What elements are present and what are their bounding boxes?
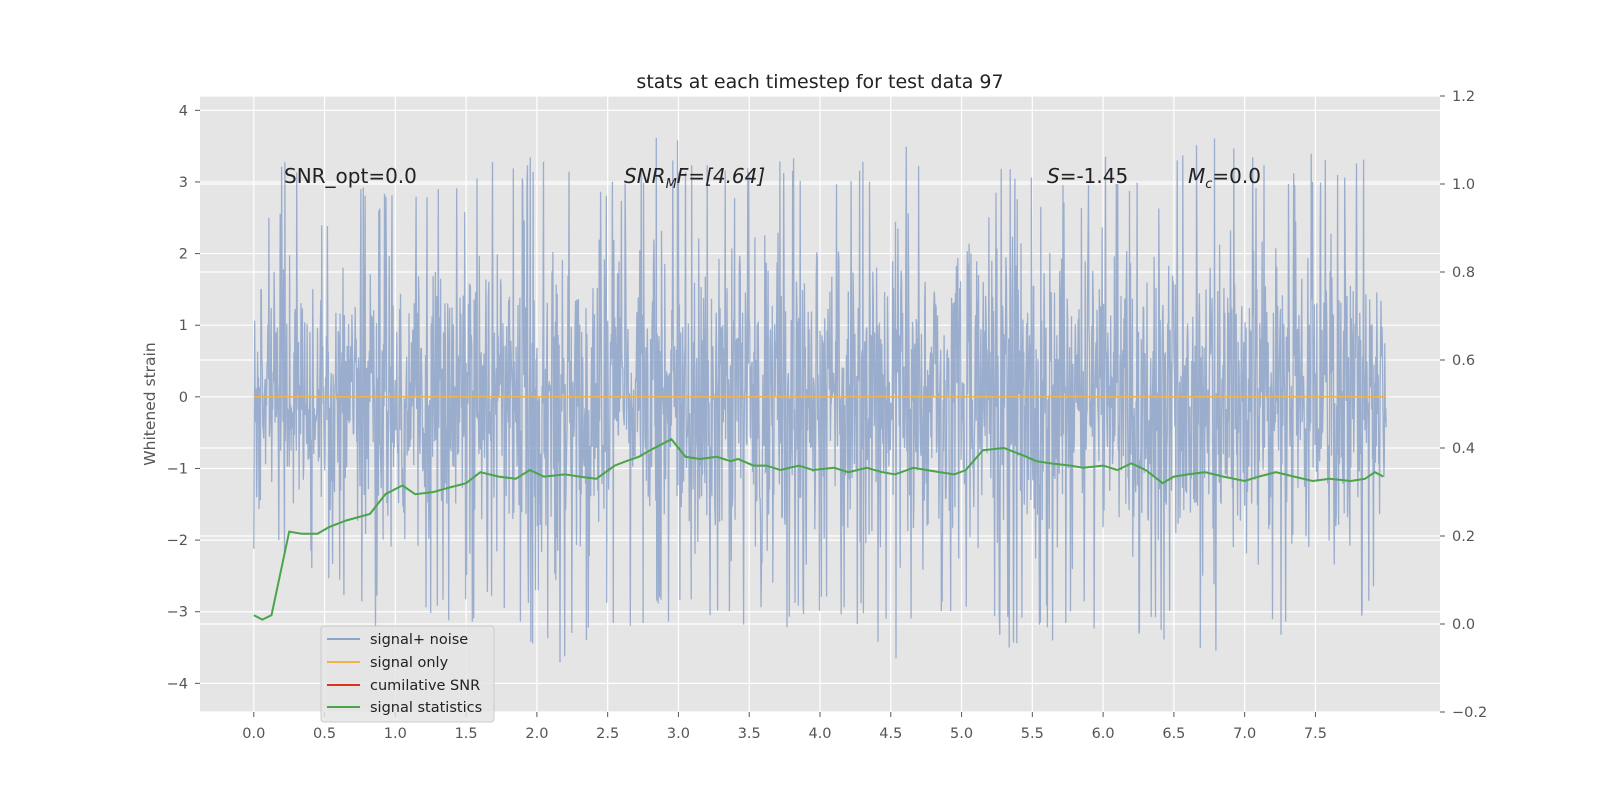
y-tick-label: 0 xyxy=(179,390,188,406)
signal-statistics-line xyxy=(253,437,1384,621)
x-tick-label: 5.0 xyxy=(950,726,973,742)
y2-tick-label: 0.2 xyxy=(1452,529,1475,545)
annotation-snr-mf: SNRMF=[4.64] xyxy=(624,164,765,192)
annotation-snr-mf-rest: F=[4.64] xyxy=(677,164,765,188)
y-tick-label: 4 xyxy=(179,103,188,119)
x-tick-label: 3.5 xyxy=(738,726,761,742)
x-tick-label: 4.5 xyxy=(879,726,902,742)
y2-tick-label: 0.6 xyxy=(1452,353,1475,369)
annotation-mc-main: M xyxy=(1188,164,1205,188)
legend-label-cumulative-snr: cumilative SNR xyxy=(370,678,480,694)
annotation-snr-opt: SNR_opt=0.0 xyxy=(284,164,417,188)
y-axis-label: Whitened strain xyxy=(141,342,159,465)
x-tick-label: 7.0 xyxy=(1233,726,1256,742)
y2-tick-label: −0.2 xyxy=(1452,705,1487,721)
chart-title: stats at each timestep for test data 97 xyxy=(636,71,1003,93)
x-tick-label: 6.0 xyxy=(1092,726,1115,742)
y-tick-label: 1 xyxy=(179,318,188,334)
annotation-mc-rest: =0.0 xyxy=(1212,164,1261,188)
axes: 0.0 0.5 1.0 1.5 2.0 2.5 3.0 3.5 4.0 4.5 5.0 5.5 6.0 6… xyxy=(167,89,1488,742)
y2-tick-label: 0.8 xyxy=(1452,265,1475,281)
x-tick-label: 0.0 xyxy=(242,726,265,742)
legend-label-signal-only: signal only xyxy=(370,655,449,671)
annotation-mc: Mc=0.0 xyxy=(1188,164,1261,192)
annotation-snr-mf-sub: M xyxy=(666,177,677,192)
x-tick-label: 4.0 xyxy=(808,726,831,742)
y-tick-label: 2 xyxy=(179,247,188,263)
x-tick-label: 3.0 xyxy=(667,726,690,742)
legend-label-signal-noise: signal+ noise xyxy=(370,632,468,648)
line-series xyxy=(253,396,1387,621)
y2-tick-label: 0.4 xyxy=(1452,441,1475,457)
y-tick-label: 3 xyxy=(179,175,188,191)
y-tick-label: −1 xyxy=(167,461,188,477)
y-tick-label: −2 xyxy=(167,533,188,549)
annotation-s-rest: =-1.45 xyxy=(1060,164,1129,188)
x-tick-label: 7.5 xyxy=(1304,726,1327,742)
signal-noise-line xyxy=(253,137,1387,663)
annotations: SNR_opt=0.0 SNRMF=[4.64] S=-1.45 Mc=0.0 xyxy=(284,164,1261,192)
y2-tick-label: 1.0 xyxy=(1452,177,1475,193)
y-tick-label: −4 xyxy=(167,676,188,692)
x-tick-label: 6.5 xyxy=(1162,726,1185,742)
x-tick-label: 1.5 xyxy=(455,726,478,742)
annotation-snr-mf-main: SNR xyxy=(624,164,666,188)
x-tick-label: 1.0 xyxy=(384,726,407,742)
legend: signal+ noise signal only cumilative SNR… xyxy=(320,625,495,723)
x-tick-label: 5.5 xyxy=(1021,726,1044,742)
x-tick-label: 0.5 xyxy=(313,726,336,742)
annotation-s-main: S xyxy=(1047,164,1060,188)
signal-noise-series xyxy=(253,137,1387,663)
y2-tick-label: 1.2 xyxy=(1452,89,1475,105)
annotation-mc-sub: c xyxy=(1205,177,1212,192)
legend-box xyxy=(320,625,495,723)
legend-label-signal-statistics: signal statistics xyxy=(370,700,482,716)
annotation-s: S=-1.45 xyxy=(1047,164,1128,188)
y2-tick-label: 0.0 xyxy=(1452,617,1475,633)
y-tick-label: −3 xyxy=(167,605,188,621)
x-tick-label: 2.5 xyxy=(596,726,619,742)
x-tick-label: 2.0 xyxy=(525,726,548,742)
